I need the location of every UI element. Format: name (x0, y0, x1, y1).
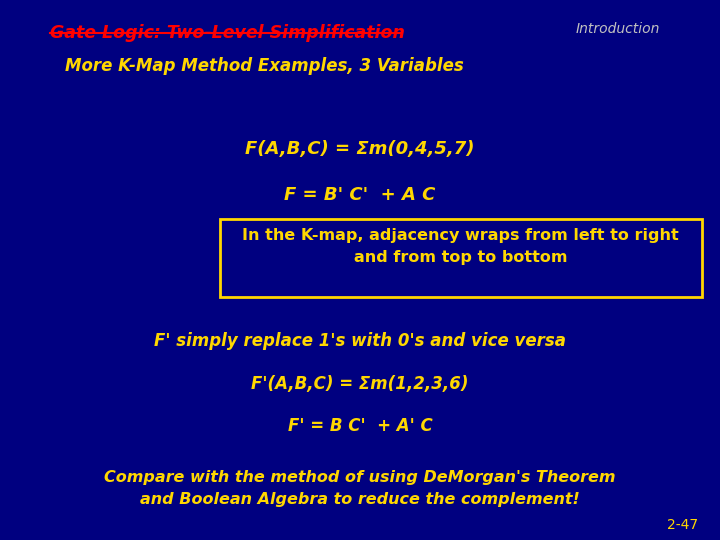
Text: F'(A,B,C) = Σm(1,2,3,6): F'(A,B,C) = Σm(1,2,3,6) (251, 375, 469, 393)
Text: Compare with the method of using DeMorgan's Theorem
and Boolean Algebra to reduc: Compare with the method of using DeMorga… (104, 470, 616, 507)
Text: Introduction: Introduction (576, 22, 660, 36)
Text: F = B' C'  + A C: F = B' C' + A C (284, 186, 436, 204)
Text: 2-47: 2-47 (667, 518, 698, 532)
Text: F' simply replace 1's with 0's and vice versa: F' simply replace 1's with 0's and vice … (154, 332, 566, 350)
Text: More K-Map Method Examples, 3 Variables: More K-Map Method Examples, 3 Variables (65, 57, 464, 75)
FancyBboxPatch shape (220, 219, 702, 297)
Text: F(A,B,C) = Σm(0,4,5,7): F(A,B,C) = Σm(0,4,5,7) (246, 140, 474, 158)
Text: F' = B C'  + A' C: F' = B C' + A' C (287, 417, 433, 435)
Text: In the K-map, adjacency wraps from left to right
and from top to bottom: In the K-map, adjacency wraps from left … (243, 228, 679, 265)
Text: Gate Logic: Two-Level Simplification: Gate Logic: Two-Level Simplification (50, 24, 405, 42)
